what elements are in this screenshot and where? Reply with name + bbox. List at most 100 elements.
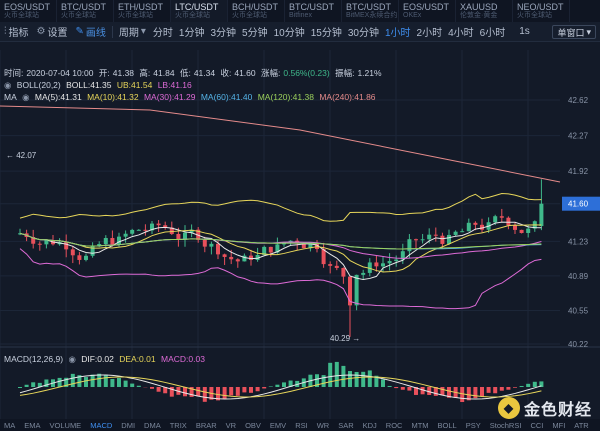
indicator-tab[interactable]: TRIX [169, 420, 187, 430]
eye-icon[interactable]: ◉ [68, 354, 76, 364]
timeframe-option[interactable]: 4小时 [448, 28, 474, 39]
indicator-tab[interactable]: BRAR [195, 420, 217, 430]
macd-bar [374, 375, 379, 387]
macd-bar [90, 374, 95, 387]
indicator-tab[interactable]: DMA [144, 420, 161, 430]
indicator-tab[interactable]: OBV [245, 420, 261, 430]
indicator-tab[interactable]: MACD [90, 420, 113, 430]
macd-bar [334, 361, 339, 387]
high-value: 41.84 [153, 68, 175, 78]
settings-button[interactable]: ⚙ 设置 [36, 26, 68, 39]
macd-bar [460, 387, 465, 403]
timeframe-option[interactable]: 分时 [152, 28, 173, 39]
macd-bar [519, 385, 524, 387]
indicator-tab[interactable]: VR [225, 420, 237, 430]
macd-bar [163, 387, 168, 394]
eye-icon[interactable]: ◉ [4, 80, 12, 90]
candle-body [229, 256, 234, 260]
tab-symbol: EOS/USDT [4, 2, 51, 12]
indicator-tab[interactable]: RSI [295, 420, 308, 430]
symbol-tab[interactable]: XAUUSD 伦敦金·黄金 [456, 0, 513, 22]
timeframe-option[interactable]: 1分钟 [178, 28, 205, 39]
symbol-tab[interactable]: NEO/USDT 火币全球站 [513, 0, 570, 22]
timeframe-option[interactable]: 6小时 [479, 28, 506, 39]
candle-body [308, 243, 313, 249]
candle-body [321, 249, 326, 265]
indicator-tab[interactable]: VOLUME [49, 420, 82, 430]
change-value: 0.56%(0.23) [283, 68, 330, 78]
timeframe-option[interactable]: 3分钟 [210, 28, 237, 39]
indicator-tab[interactable]: StochRSI [489, 420, 522, 430]
indicator-tab[interactable]: WR [316, 420, 330, 430]
indicator-tab[interactable]: EMA [24, 420, 41, 430]
symbol-tab[interactable]: BTC/USDT Bitfinex [285, 0, 342, 22]
indicator-tab[interactable]: PSY [465, 420, 481, 430]
eye-icon[interactable]: ◉ [22, 92, 30, 102]
macd-bar [275, 384, 280, 387]
period-dropdown[interactable]: 周期 ▾ [118, 26, 146, 39]
timeframe-option[interactable]: 2小时 [416, 28, 443, 39]
macd-bar [103, 374, 108, 387]
candle-body [381, 263, 385, 267]
open-label: 开: [98, 68, 110, 78]
indicator-tab[interactable]: MFI [552, 420, 566, 430]
indicator-tab[interactable]: SAR [338, 420, 354, 430]
tab-symbol: EOS/USDT [403, 2, 450, 12]
candle-body [519, 229, 524, 233]
symbol-tab[interactable]: LTC/USDT 火币全球站 [171, 0, 228, 22]
candle-body [70, 249, 75, 256]
candle-body [202, 239, 207, 247]
draw-button[interactable]: ✎ 画线 [75, 26, 106, 39]
macd-bar [387, 385, 392, 387]
symbol-tab[interactable]: BCH/USDT 火币全球站 [228, 0, 285, 22]
boll-legend: ◉ BOLL(20,2) BOLL:41.35 UB:41.54 LB:41.1… [4, 80, 192, 90]
indicator-tab[interactable]: MA [4, 420, 16, 430]
indicators-button[interactable]: ⫶ 指标 [4, 26, 29, 39]
watermark-logo: ◆ 金色财经 [497, 396, 592, 420]
change-label: 涨幅: [261, 68, 281, 78]
candle-body [176, 233, 181, 240]
macd-bar [367, 370, 372, 387]
candle-body [169, 227, 174, 234]
candle-body [427, 234, 432, 240]
candle-body [189, 229, 194, 233]
indicator-tab[interactable]: ROC [385, 420, 403, 430]
price-chart[interactable]: ← 42.07 40.29 → 42.62 42.27 41.92 41.60 41.23 4… [0, 42, 600, 419]
indicator-tab[interactable]: CCI [530, 420, 544, 430]
dif-line [19, 374, 542, 400]
indicator-tab[interactable]: MTM [411, 420, 429, 430]
macd-bar [394, 387, 399, 389]
timeframe-option[interactable]: 30分钟 [347, 28, 379, 39]
close-label: 收: [220, 68, 232, 78]
macd-bar [18, 387, 22, 388]
symbol-tab[interactable]: BTC/USDT 火币全球站 [57, 0, 114, 22]
symbol-tab[interactable]: EOS/USDT 火币全球站 [0, 0, 57, 22]
dea-line [19, 376, 542, 398]
timeframe-option[interactable]: 5分钟 [242, 28, 268, 39]
candle-body [249, 255, 253, 260]
timeframe-option[interactable]: 10分钟 [273, 28, 305, 39]
candle-body [414, 239, 418, 241]
candle-body [466, 222, 471, 232]
timeframe-option[interactable]: 1小时 [384, 28, 411, 39]
indicator-tab[interactable]: ATR [574, 420, 589, 430]
symbol-tab[interactable]: BTC/USDT BitMEX永续合约 [342, 0, 399, 22]
symbol-tab[interactable]: ETH/USDT 火币全球站 [114, 0, 171, 22]
candle-body [90, 245, 95, 256]
timeframe-option[interactable]: 15分钟 [310, 28, 342, 39]
symbol-tab[interactable]: EOS/USDT OKEx [399, 0, 456, 22]
macd-bar [255, 387, 260, 392]
indicator-tab[interactable]: BOLL [437, 420, 457, 430]
speed-selector[interactable]: 1s [519, 26, 530, 37]
candle-body [97, 244, 102, 246]
tab-symbol: BTC/USDT [346, 2, 391, 12]
tab-symbol: ETH/USDT [118, 2, 163, 12]
indicator-tab[interactable]: DMI [121, 420, 136, 430]
macd-bar [407, 387, 412, 391]
window-mode-button[interactable]: 单窗口 ▾ [552, 25, 596, 39]
indicator-tab[interactable]: KDJ [362, 420, 377, 430]
macd-bar [499, 387, 504, 391]
candle-body [216, 243, 220, 255]
indicator-tab[interactable]: EMV [269, 420, 287, 430]
macd-bar [341, 365, 346, 387]
